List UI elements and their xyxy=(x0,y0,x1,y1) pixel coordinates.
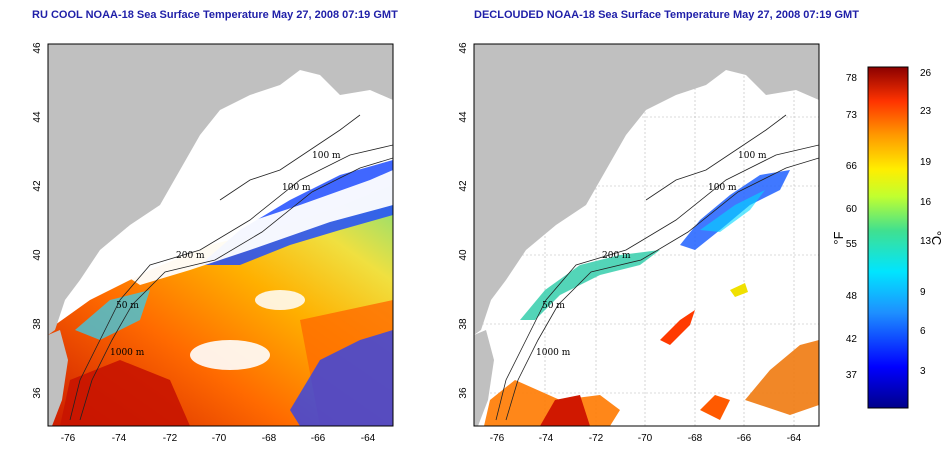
left-lat-tick: 40 xyxy=(32,249,43,261)
left-lat-axis: 46 44 42 40 38 36 xyxy=(32,42,43,399)
right-lon-tick: -66 xyxy=(737,433,752,444)
right-lon-tick: -68 xyxy=(688,433,703,444)
right-map-title: DECLOUDED NOAA-18 Sea Surface Temperatur… xyxy=(474,9,859,21)
celsius-tick: 3 xyxy=(920,366,926,377)
left-lon-tick: -72 xyxy=(163,433,178,444)
right-contour-label-200m: 200 m xyxy=(602,251,631,261)
fahrenheit-tick: 55 xyxy=(846,239,858,250)
right-map-frame xyxy=(473,43,820,427)
left-lon-tick: -76 xyxy=(61,433,76,444)
left-contour-label-50m: 50 m xyxy=(116,301,139,311)
right-contour-label-50m: 50 m xyxy=(542,301,565,311)
celsius-tick: 9 xyxy=(920,287,926,298)
right-contour-label-1000m: 1000 m xyxy=(536,348,571,358)
left-lat-tick: 42 xyxy=(32,180,43,192)
left-lon-tick: -74 xyxy=(112,433,127,444)
celsius-tick: 13 xyxy=(920,236,932,247)
left-lat-tick: 36 xyxy=(32,387,43,399)
celsius-tick: 26 xyxy=(920,68,932,79)
right-lon-tick: -76 xyxy=(490,433,505,444)
right-contour-label-100m: 100 m xyxy=(738,151,767,161)
left-lat-tick: 38 xyxy=(32,318,43,330)
right-lon-tick: -64 xyxy=(787,433,802,444)
right-lon-tick: -74 xyxy=(539,433,554,444)
right-lat-tick: 46 xyxy=(458,42,469,54)
fahrenheit-tick: 37 xyxy=(846,370,858,381)
left-lon-tick: -66 xyxy=(311,433,326,444)
celsius-axis-label: °C xyxy=(929,231,944,246)
left-lat-tick: 46 xyxy=(32,42,43,54)
right-lat-axis: 46 44 42 40 38 36 xyxy=(458,42,469,399)
right-land xyxy=(474,44,819,335)
left-map-frame xyxy=(47,43,394,427)
right-lat-tick: 40 xyxy=(458,249,469,261)
fahrenheit-tick: 60 xyxy=(846,204,858,215)
right-contour-label-100m-2: 100 m xyxy=(708,183,737,193)
celsius-tick: 19 xyxy=(920,157,932,168)
left-contour-label-1000m: 1000 m xyxy=(110,348,145,358)
celsius-tick: 16 xyxy=(920,197,932,208)
left-lon-tick: -64 xyxy=(361,433,376,444)
celsius-tick: 6 xyxy=(920,326,926,337)
right-lat-tick: 36 xyxy=(458,387,469,399)
fahrenheit-axis-label: °F xyxy=(831,231,846,244)
left-map-title: RU COOL NOAA-18 Sea Surface Temperature … xyxy=(32,9,398,21)
left-contour-label-100m: 100 m xyxy=(312,151,341,161)
colorbar-gradient xyxy=(867,66,909,409)
right-lon-tick: -72 xyxy=(589,433,604,444)
left-contour-label-200m: 200 m xyxy=(176,251,205,261)
celsius-ticks: 26 23 19 16 13 9 6 3 xyxy=(920,68,932,377)
right-lat-tick: 42 xyxy=(458,180,469,192)
colorbar: 78 73 66 60 55 48 42 37 26 23 19 16 13 9… xyxy=(831,66,944,409)
left-lat-tick: 44 xyxy=(32,111,43,123)
right-lat-tick: 38 xyxy=(458,318,469,330)
left-map: 200 m 100 m 100 m 50 m 1000 m xyxy=(48,44,393,426)
celsius-tick: 23 xyxy=(920,106,932,117)
fahrenheit-tick: 78 xyxy=(846,73,858,84)
left-land xyxy=(48,44,393,335)
right-lon-axis: -76 -74 -72 -70 -68 -66 -64 xyxy=(490,433,802,444)
right-lat-tick: 44 xyxy=(458,111,469,123)
right-map: 200 m 100 m 100 m 50 m 1000 m xyxy=(474,44,819,426)
fahrenheit-tick: 73 xyxy=(846,110,858,121)
fahrenheit-tick: 42 xyxy=(846,334,858,345)
right-lon-tick: -70 xyxy=(638,433,653,444)
fahrenheit-tick: 48 xyxy=(846,291,858,302)
left-lon-tick: -68 xyxy=(262,433,277,444)
left-lon-tick: -70 xyxy=(212,433,227,444)
fahrenheit-ticks: 78 73 66 60 55 48 42 37 xyxy=(846,73,858,381)
fahrenheit-tick: 66 xyxy=(846,161,858,172)
left-contour-label-100m-2: 100 m xyxy=(282,183,311,193)
left-lon-axis: -76 -74 -72 -70 -68 -66 -64 xyxy=(61,433,376,444)
